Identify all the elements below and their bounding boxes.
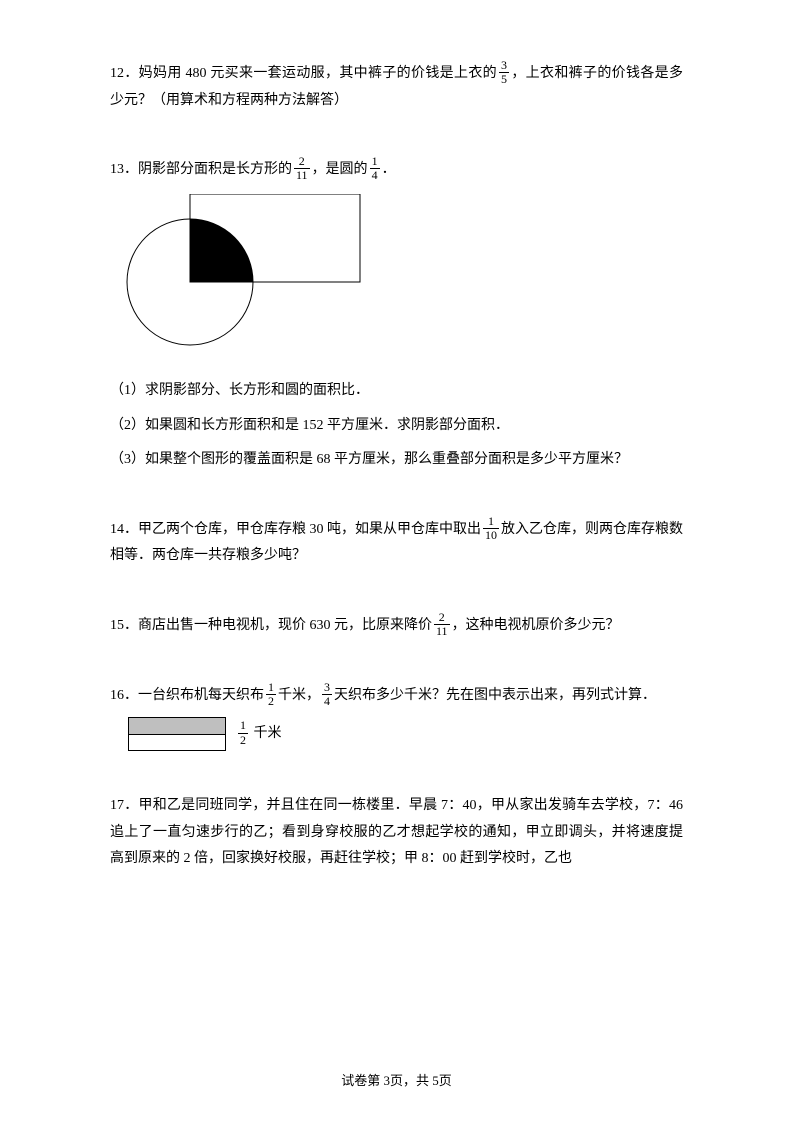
- q16-after: 天织布多少千米？先在图中表示出来，再列式计算．: [334, 687, 656, 702]
- q16-f2: 34: [322, 681, 332, 708]
- question-12: 12．妈妈用 480 元买来一套运动服，其中裤子的价钱是上衣的35，上衣和裤子的…: [110, 60, 683, 114]
- page-footer: 试卷第 3页，共 5页: [0, 1069, 793, 1094]
- q16-text: 16．一台织布机每天织布12千米，34天织布多少千米？先在图中表示出来，再列式计…: [110, 682, 683, 710]
- q16-f1: 12: [266, 681, 276, 708]
- q15-num: 15: [110, 618, 124, 633]
- q16-bar-top: [129, 718, 225, 735]
- q13-diagram: [110, 194, 683, 365]
- q13-text: 13．阴影部分面积是长方形的211，是圆的14．: [110, 156, 683, 184]
- question-15: 15．商店出售一种电视机，现价 630 元，比原来降价211，这种电视机原价多少…: [110, 612, 683, 640]
- q12-t1: ．妈妈用 480 元买来一套运动服，其中裤子的价钱是上衣的: [124, 66, 497, 81]
- q16-bar-box: [128, 717, 226, 751]
- q16-bar-unit: 千米: [254, 721, 282, 748]
- q15-frac: 211: [434, 611, 450, 638]
- q17-body: ．甲和乙是同班同学，并且住在同一栋楼里．早晨 7：40，甲从家出发骑车去学校，7…: [110, 798, 683, 866]
- q17-num: 17: [110, 798, 124, 813]
- q13-f2: 14: [370, 155, 380, 182]
- q15-text: 15．商店出售一种电视机，现价 630 元，比原来降价211，这种电视机原价多少…: [110, 612, 683, 640]
- q13-t1: ．阴影部分面积是长方形的: [124, 162, 292, 177]
- q14-num: 14: [110, 522, 124, 537]
- q14-t1: ．甲乙两个仓库，甲仓库存粮 30 吨，如果从甲仓库中取出: [124, 522, 481, 537]
- q16-bar-diagram: 12 千米: [128, 717, 683, 751]
- question-13: 13．阴影部分面积是长方形的211，是圆的14． （1）求阴影部分、长方形和圆的…: [110, 156, 683, 474]
- q12-text: 12．妈妈用 480 元买来一套运动服，其中裤子的价钱是上衣的35，上衣和裤子的…: [110, 60, 683, 114]
- q13-svg: [110, 194, 380, 354]
- q14-text: 14．甲乙两个仓库，甲仓库存粮 30 吨，如果从甲仓库中取出110放入乙仓库，则…: [110, 516, 683, 570]
- q12-num: 12: [110, 66, 124, 81]
- q16-bar-frac: 12: [238, 719, 248, 746]
- q13-f1: 211: [294, 155, 310, 182]
- q16-bar-bottom: [129, 735, 225, 751]
- q16-bar-label: 12 千米: [236, 720, 282, 747]
- question-14: 14．甲乙两个仓库，甲仓库存粮 30 吨，如果从甲仓库中取出110放入乙仓库，则…: [110, 516, 683, 570]
- q13-mid: ，是圆的: [312, 162, 368, 177]
- q16-num: 16: [110, 687, 124, 702]
- q17-text: 17．甲和乙是同班同学，并且住在同一栋楼里．早晨 7：40，甲从家出发骑车去学校…: [110, 793, 683, 873]
- q16-t1: ．一台织布机每天织布: [124, 687, 264, 702]
- q13-sub1: （1）求阴影部分、长方形和圆的面积比．: [110, 378, 683, 405]
- question-17: 17．甲和乙是同班同学，并且住在同一栋楼里．早晨 7：40，甲从家出发骑车去学校…: [110, 793, 683, 873]
- q13-sub3: （3）如果整个图形的覆盖面积是 68 平方厘米，那么重叠部分面积是多少平方厘米？: [110, 447, 683, 474]
- question-16: 16．一台织布机每天织布12千米，34天织布多少千米？先在图中表示出来，再列式计…: [110, 682, 683, 752]
- q13-sub2: （2）如果圆和长方形面积和是 152 平方厘米．求阴影部分面积．: [110, 413, 683, 440]
- q12-frac: 35: [499, 59, 509, 86]
- q13-num: 13: [110, 162, 124, 177]
- q16-mid1: 千米，: [278, 687, 320, 702]
- q15-t2: ，这种电视机原价多少元？: [452, 618, 620, 633]
- q15-t1: ．商店出售一种电视机，现价 630 元，比原来降价: [124, 618, 432, 633]
- q13-after: ．: [382, 162, 396, 177]
- q14-frac: 110: [483, 515, 499, 542]
